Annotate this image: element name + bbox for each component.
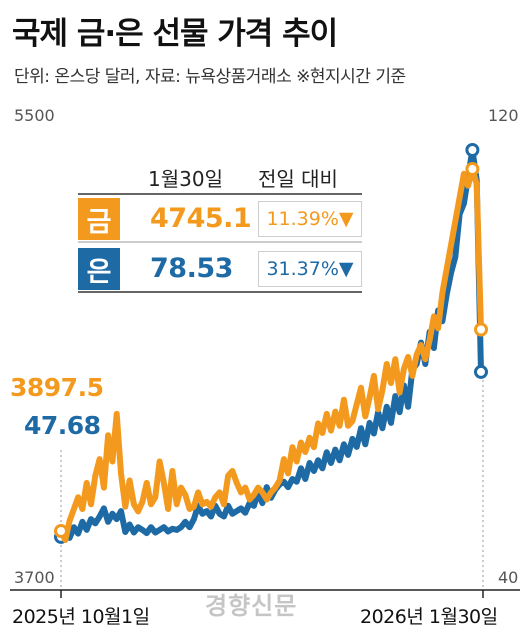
silver-end-point [474,364,488,379]
gold-start-point [54,524,68,538]
table-header-date: 1월30일 [148,167,223,191]
y-left-bottom-tick: 3700 [14,568,55,587]
page-subtitle: 단위: 온스당 달러, 자료: 뉴욕상품거래소 ※현지시간 기준 [14,67,406,87]
gold-price-line [58,166,484,543]
gold-start-label: 3897.5 [10,373,104,402]
silver-peak-point [465,143,480,157]
gold-peak-point [465,162,480,176]
silver-start-label: 47.68 [24,411,101,440]
y-right-bottom-tick: 40 [498,568,519,587]
watermark: 경향신문 [205,592,298,620]
page-title: 국제 금·은 선물 가격 추이 [12,16,338,52]
gold-change: 11.39%▼ [258,201,362,237]
gold-end-point [474,322,488,337]
silver-price: 78.53 [150,253,233,284]
x-start-label: 2025년 10월1일 [12,606,150,628]
silver-badge: 은 [78,248,120,290]
gold-price: 4745.1 [150,203,252,234]
y-right-top-tick: 120 [488,106,519,125]
silver-change: 31.37%▼ [258,251,362,287]
table-header-change: 전일 대비 [258,167,338,191]
x-end-label: 2026년 1월30일 [360,606,498,628]
gold-badge: 금 [78,198,120,240]
y-left-top-tick: 5500 [14,106,55,125]
